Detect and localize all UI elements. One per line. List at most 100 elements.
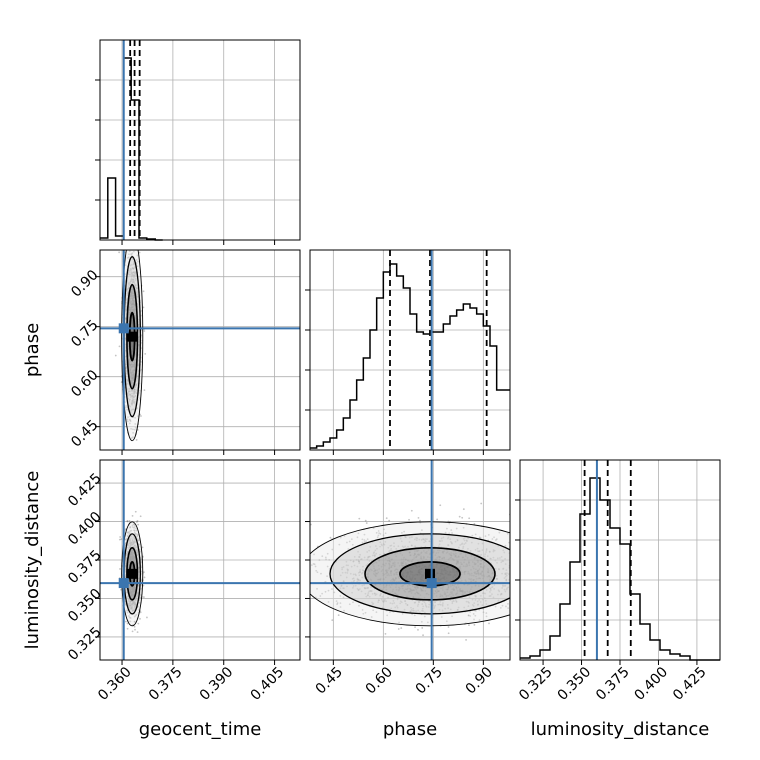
sample-point	[128, 367, 131, 370]
sample-point	[128, 560, 131, 562]
sample-point	[131, 549, 134, 552]
sample-point	[133, 312, 136, 315]
sample-point	[134, 279, 137, 282]
sample-point	[130, 278, 133, 281]
sample-point	[505, 578, 508, 581]
sample-point	[133, 555, 135, 558]
sample-point	[130, 591, 133, 594]
sample-point	[132, 589, 135, 592]
sample-point	[477, 569, 480, 572]
sample-point	[313, 553, 315, 556]
sample-point	[443, 576, 446, 579]
sample-point	[432, 604, 435, 607]
sample-point	[128, 311, 131, 314]
sample-point	[132, 536, 135, 539]
sample-point	[393, 545, 396, 548]
sample-point	[418, 565, 421, 568]
sample-point	[425, 558, 428, 561]
sample-point	[133, 309, 136, 311]
sample-point	[129, 394, 132, 396]
sample-point	[481, 592, 484, 595]
sample-point	[126, 622, 129, 625]
sample-point	[132, 369, 135, 371]
sample-point	[129, 376, 132, 379]
sample-point	[373, 592, 376, 595]
sample-point	[130, 277, 133, 280]
sample-point	[463, 571, 466, 574]
sample-point	[418, 569, 420, 572]
sample-point	[133, 588, 136, 591]
sample-point	[386, 571, 388, 573]
sample-point	[476, 547, 479, 550]
sample-point	[132, 342, 135, 344]
sample-point	[137, 584, 140, 587]
sample-point	[368, 555, 370, 558]
sample-point	[131, 395, 133, 397]
sample-point	[133, 603, 136, 606]
sample-point	[136, 631, 139, 634]
sample-point	[384, 576, 387, 579]
sample-point	[481, 570, 484, 573]
sample-point	[130, 307, 132, 309]
sample-point	[399, 552, 402, 555]
sample-point	[437, 551, 440, 554]
sample-point	[135, 439, 138, 441]
sample-point	[126, 534, 129, 537]
sample-point	[337, 614, 340, 617]
sample-point	[133, 529, 136, 532]
sample-point	[447, 626, 450, 628]
sample-point	[133, 310, 136, 313]
sample-point	[130, 272, 133, 275]
sample-point	[129, 592, 131, 595]
sample-point	[419, 573, 422, 576]
sample-point	[142, 306, 145, 309]
sample-point	[437, 590, 439, 593]
sample-point	[131, 524, 134, 527]
sample-point	[131, 593, 134, 596]
sample-point	[481, 542, 484, 545]
sample-point	[131, 369, 134, 372]
sample-point	[436, 563, 438, 566]
sample-point	[136, 302, 139, 305]
sample-point	[140, 587, 143, 590]
sample-point	[130, 253, 132, 256]
sample-point	[455, 560, 458, 563]
sample-point	[439, 578, 442, 581]
sample-point	[127, 397, 130, 400]
sample-point	[462, 556, 464, 559]
sample-point	[482, 566, 484, 569]
sample-point	[485, 549, 488, 552]
sample-point	[467, 601, 470, 603]
sample-point	[131, 594, 134, 597]
sample-point	[128, 363, 131, 365]
sample-point	[133, 274, 136, 277]
sample-point	[134, 316, 137, 319]
sample-point	[132, 280, 134, 282]
sample-point	[131, 291, 133, 294]
sample-point	[417, 586, 419, 589]
sample-point	[140, 580, 143, 583]
sample-point	[131, 553, 134, 555]
sample-point	[456, 560, 459, 563]
sample-point	[131, 254, 133, 257]
sample-point	[129, 269, 132, 272]
sample-point	[136, 389, 138, 391]
sample-point	[126, 383, 128, 385]
sample-point	[414, 587, 417, 590]
sample-point	[132, 267, 135, 270]
sample-point	[131, 403, 134, 406]
sample-point	[132, 436, 134, 439]
sample-point	[457, 562, 460, 564]
sample-point	[132, 554, 135, 557]
sample-point	[132, 297, 135, 299]
sample-point	[438, 568, 441, 570]
sample-point	[320, 572, 322, 575]
sample-point	[131, 580, 134, 583]
sample-point	[377, 599, 380, 602]
sample-point	[133, 275, 135, 278]
sample-point	[136, 546, 139, 549]
sample-point	[130, 590, 133, 593]
sample-point	[432, 551, 435, 554]
sample-point	[479, 563, 482, 566]
sample-point	[479, 572, 482, 575]
